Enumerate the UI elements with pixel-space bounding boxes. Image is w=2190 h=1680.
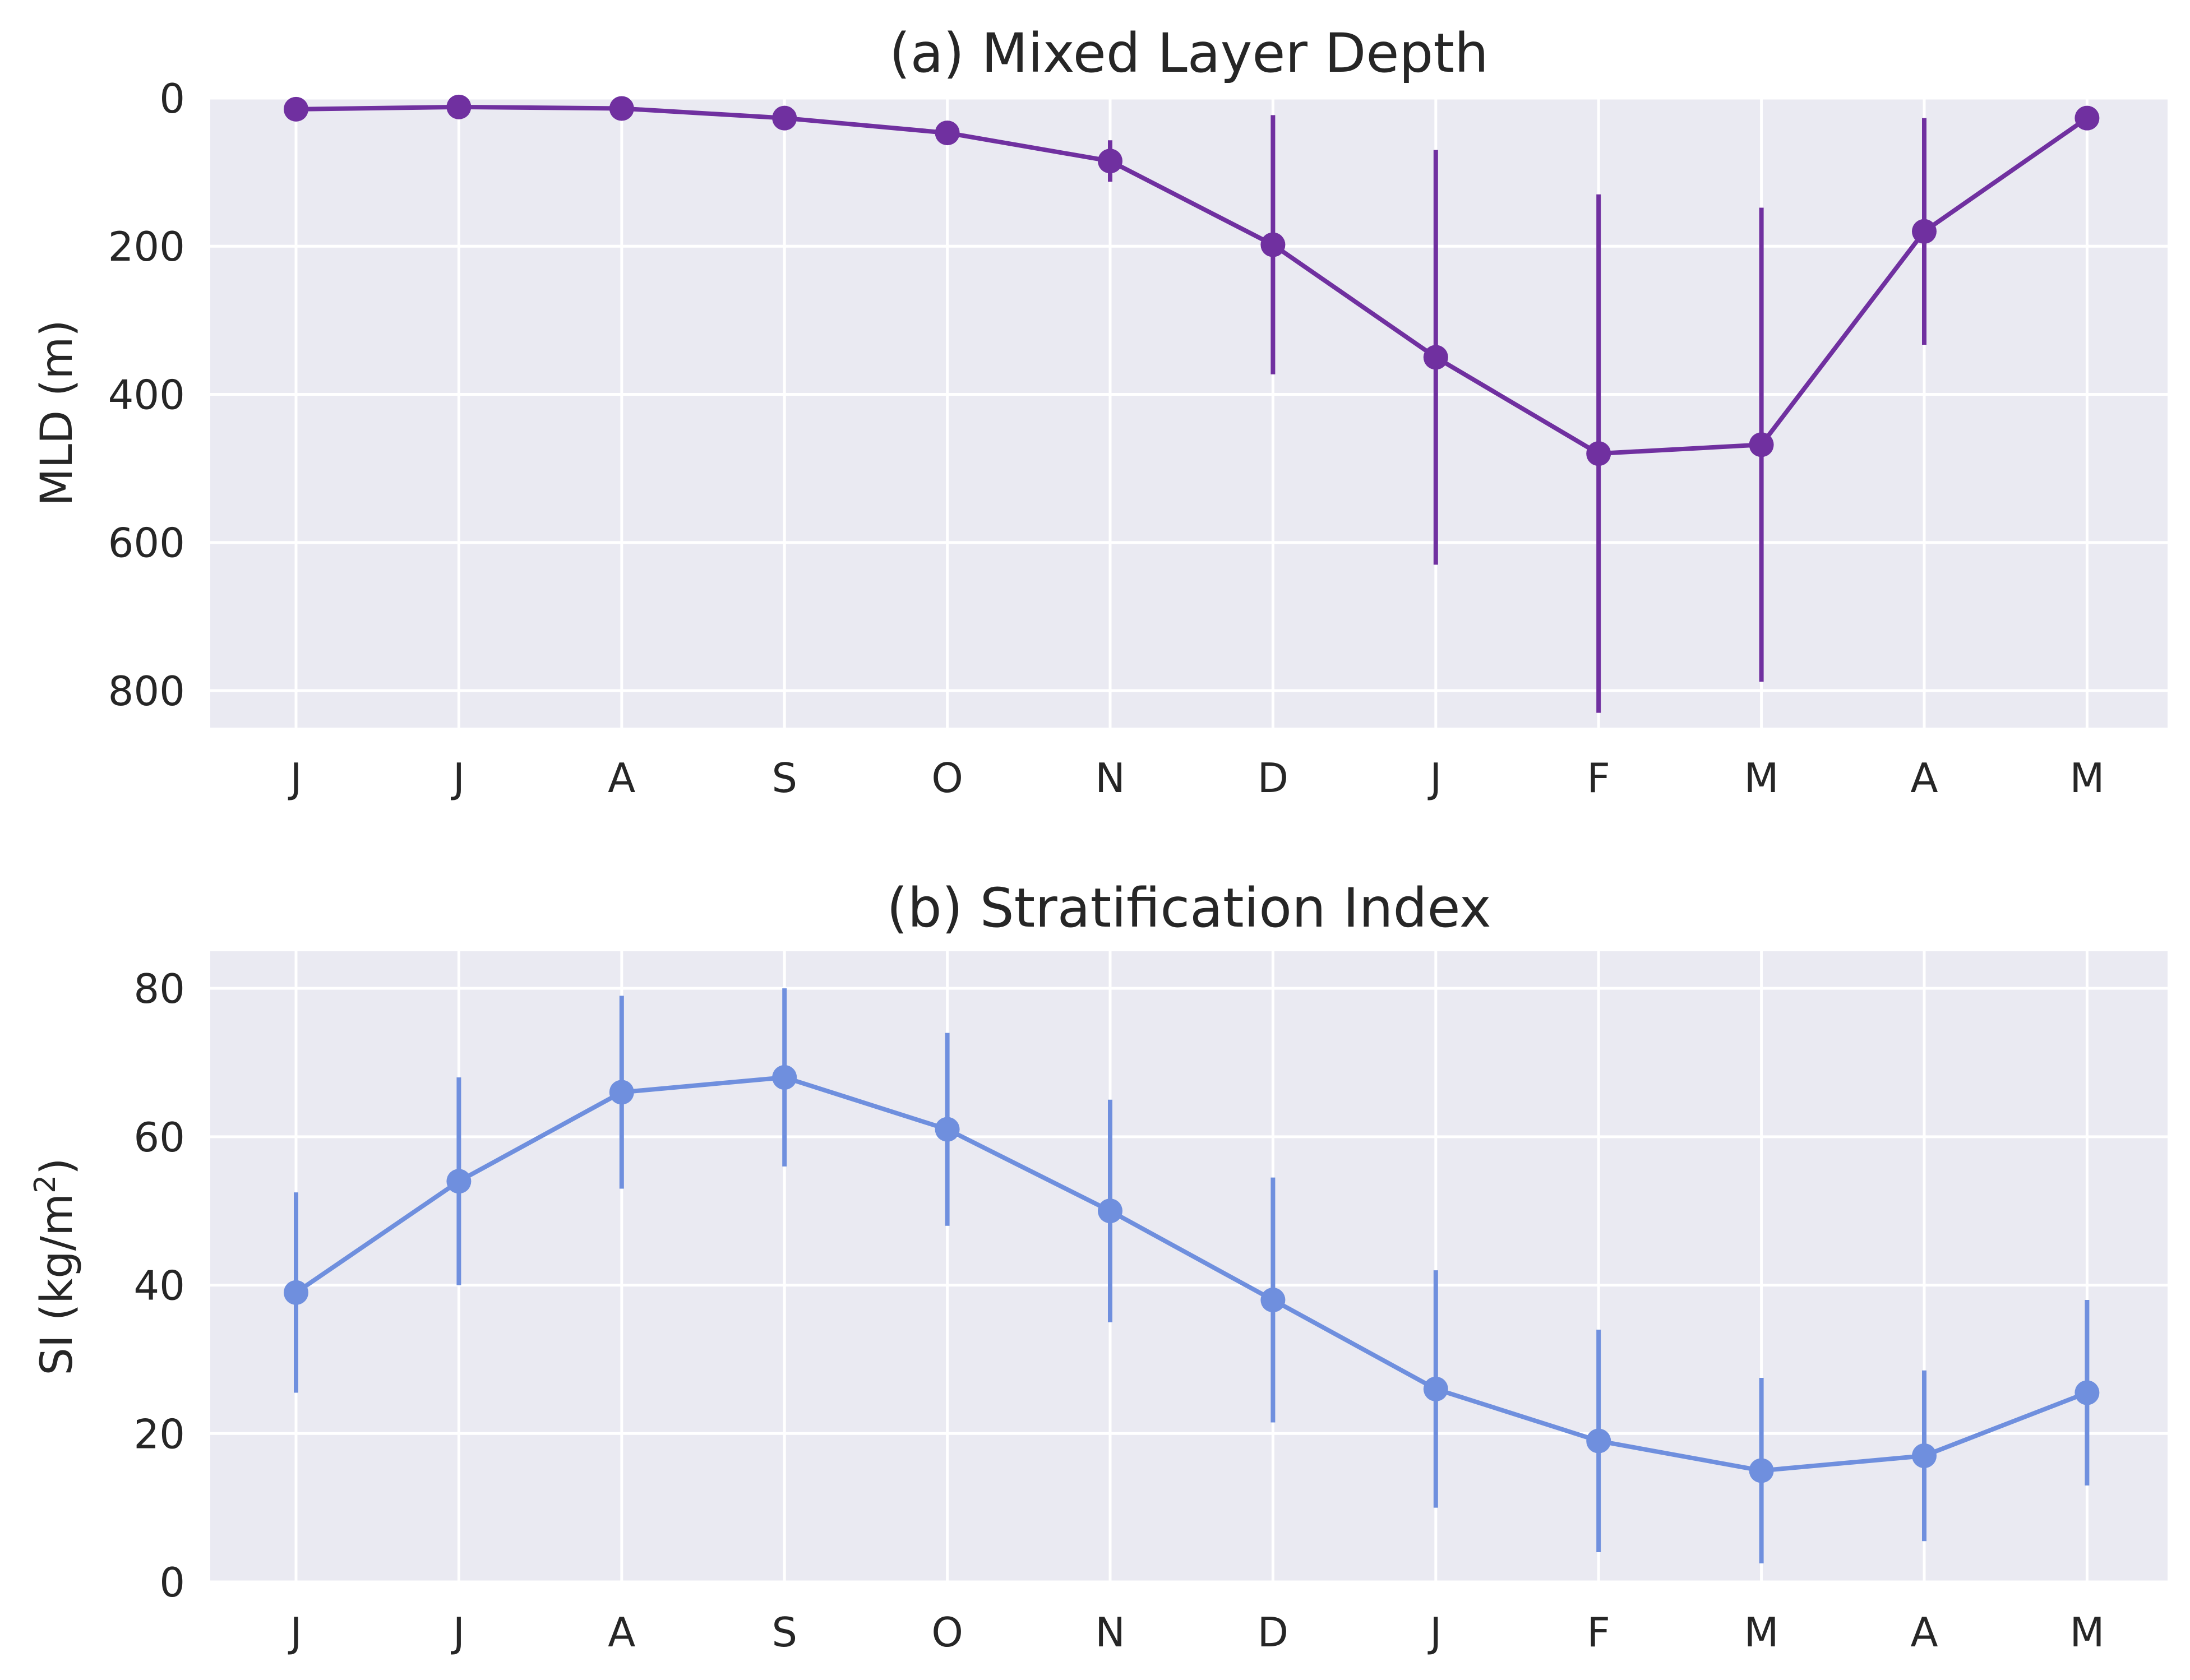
data-point <box>772 105 797 131</box>
x-tick-label: J <box>451 755 465 802</box>
y-axis-label-b-main: SI (kg/m <box>32 1193 82 1376</box>
chart-title-a: (a) Mixed Layer Depth <box>889 22 1489 85</box>
x-tick-label: M <box>1744 1609 1779 1656</box>
x-tick-label: M <box>1744 755 1779 802</box>
x-tick-label: D <box>1258 1609 1288 1656</box>
x-tick-label: A <box>1910 1609 1938 1656</box>
x-tick-label: O <box>931 755 963 802</box>
y-tick-label: 200 <box>108 223 185 270</box>
y-tick-label: 800 <box>108 668 185 715</box>
x-tick-label: D <box>1258 755 1288 802</box>
x-tick-label: M <box>2069 755 2104 802</box>
data-point <box>1586 1428 1611 1454</box>
x-tick-label: A <box>1910 755 1938 802</box>
x-tick-label: N <box>1095 1609 1125 1656</box>
x-tick-label: S <box>771 755 797 802</box>
data-point <box>446 94 472 119</box>
x-tick-label: M <box>2069 1609 2104 1656</box>
y-tick-label: 0 <box>159 1559 185 1606</box>
series-b <box>284 988 2100 1563</box>
y-tick-label: 80 <box>133 965 185 1012</box>
x-tick-label: O <box>931 1609 963 1656</box>
y-tick-label: 600 <box>108 520 185 567</box>
y-tick-label: 40 <box>133 1262 185 1309</box>
plot-area-a <box>210 98 2168 728</box>
x-tick-label: J <box>288 755 302 802</box>
data-point <box>1260 232 1286 257</box>
panel-mixed-layer-depth: J J A S O N D J F M A M 0 200 400 600 800 (a) Mixed Laye… <box>32 22 2168 802</box>
series-line <box>295 104 2089 456</box>
x-tick-label: J <box>451 1609 465 1656</box>
y-axis-label-a: MLD (m) <box>32 320 82 506</box>
data-point <box>1912 219 1937 244</box>
data-point <box>1260 1288 1286 1313</box>
y-tick-label: 20 <box>133 1410 185 1457</box>
data-point <box>1912 1443 1937 1468</box>
x-tick-label: A <box>608 755 635 802</box>
data-point <box>1749 1458 1774 1483</box>
data-point <box>935 1117 960 1142</box>
chart-title-b: (b) Stratification Index <box>886 877 1491 939</box>
y-tick-label: 0 <box>159 75 185 122</box>
data-point <box>1749 432 1774 457</box>
data-point <box>2075 105 2100 131</box>
x-tick-label: J <box>288 1609 302 1656</box>
data-point <box>1098 149 1122 174</box>
series-line <box>294 1075 2088 1473</box>
y-axis-label-b-end: ) <box>32 1158 82 1174</box>
data-point <box>609 1080 634 1105</box>
data-point <box>772 1065 797 1090</box>
y-tick-label: 60 <box>133 1114 185 1161</box>
x-tick-label: N <box>1095 755 1125 802</box>
data-point <box>284 1280 308 1305</box>
data-point <box>446 1169 472 1194</box>
series-a <box>284 94 2100 713</box>
data-point <box>1098 1198 1122 1224</box>
data-point <box>284 96 308 122</box>
x-tick-label: J <box>1427 755 1441 802</box>
x-tick-label: A <box>608 1609 635 1656</box>
panel-stratification-index: J J A S O N D J F M A M 0 20 40 60 80 (b) Stratification… <box>29 877 2168 1656</box>
x-tick-label: F <box>1587 1609 1610 1656</box>
x-tick-label: F <box>1587 755 1610 802</box>
data-point <box>935 121 960 146</box>
y-tick-label: 400 <box>108 371 185 418</box>
y-axis-label-b-superscript: 2 <box>29 1175 62 1193</box>
plot-area-b <box>210 951 2168 1582</box>
y-axis-label-b: SI (kg/m2) <box>29 1158 82 1375</box>
tick-labels-a: J J A S O N D J F M A M 0 200 400 600 800 <box>108 75 2105 802</box>
x-tick-label: J <box>1427 1609 1441 1656</box>
data-point <box>2075 1380 2100 1405</box>
tick-labels-b: J J A S O N D J F M A M 0 20 40 60 80 <box>133 965 2104 1656</box>
data-point <box>1423 1376 1448 1401</box>
data-point <box>1423 345 1448 370</box>
data-point <box>1586 441 1611 466</box>
data-point <box>609 96 634 121</box>
x-tick-label: S <box>771 1609 797 1656</box>
